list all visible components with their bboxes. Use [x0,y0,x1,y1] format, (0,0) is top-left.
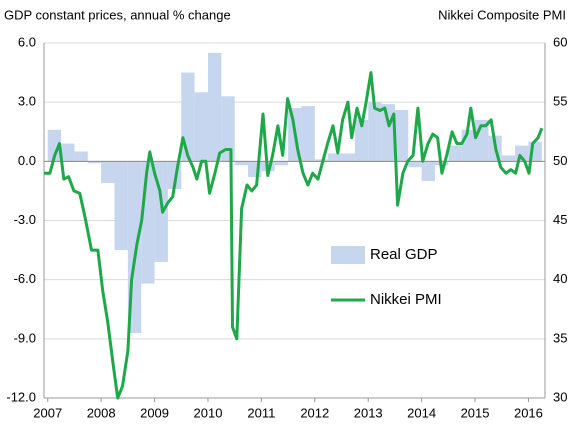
bar [394,110,409,162]
y2-tick-label: 50 [553,153,567,168]
x-tick-label: 2016 [514,405,543,420]
bar [421,161,435,182]
bar [328,153,342,162]
x-tick-label: 2009 [140,405,169,420]
bar [141,161,155,284]
y2-tick-label: 60 [553,34,567,49]
bar [341,153,355,162]
y2-tick-label: 55 [553,94,567,109]
bar [61,143,75,162]
bar [354,119,369,162]
y-tick-label: 3.0 [18,94,36,109]
bar [114,161,128,251]
bar [381,104,395,162]
bar [368,102,382,162]
y2-axis-title: Nikkei Composite PMI [438,7,566,22]
line [44,71,544,400]
y-tick-label: -6.0 [14,271,36,286]
legend-swatch [331,246,365,264]
bar [207,52,222,162]
x-tick-label: 2011 [247,405,275,420]
bar [448,145,462,162]
bar [408,161,422,168]
x-tick-label: 2014 [407,405,436,420]
bar [234,161,249,166]
x-tick-label: 2012 [300,405,329,420]
legend-label: Nikkei PMI [370,291,442,308]
bar [194,92,208,162]
bar [101,161,115,184]
y-tick-label: 0.0 [18,153,36,168]
bar [274,161,289,166]
y2-tick-label: 30 [553,389,567,404]
bar [221,96,235,162]
y-tick-label: -12.0 [6,389,36,404]
y-tick-label: -9.0 [14,330,36,345]
y-axis-title: GDP constant prices, annual % change [4,7,231,22]
x-tick-label: 2008 [87,405,116,420]
x-tick-label: 2013 [354,405,383,420]
bar [74,151,88,162]
bar [87,161,102,164]
bar [501,155,516,162]
y-tick-label: -3.0 [14,212,36,227]
x-tick-label: 2010 [194,405,223,420]
bar [314,159,329,162]
legend-label: Real GDP [370,246,438,263]
bar [181,72,195,162]
bar [47,129,62,162]
x-tick-label: 2015 [461,405,490,420]
y2-tick-label: 35 [553,330,567,345]
x-tick-label: 2007 [33,405,62,420]
y2-tick-label: 40 [553,271,567,286]
bar [301,106,315,162]
y-tick-label: 6.0 [18,34,36,49]
y2-tick-label: 45 [553,212,567,227]
